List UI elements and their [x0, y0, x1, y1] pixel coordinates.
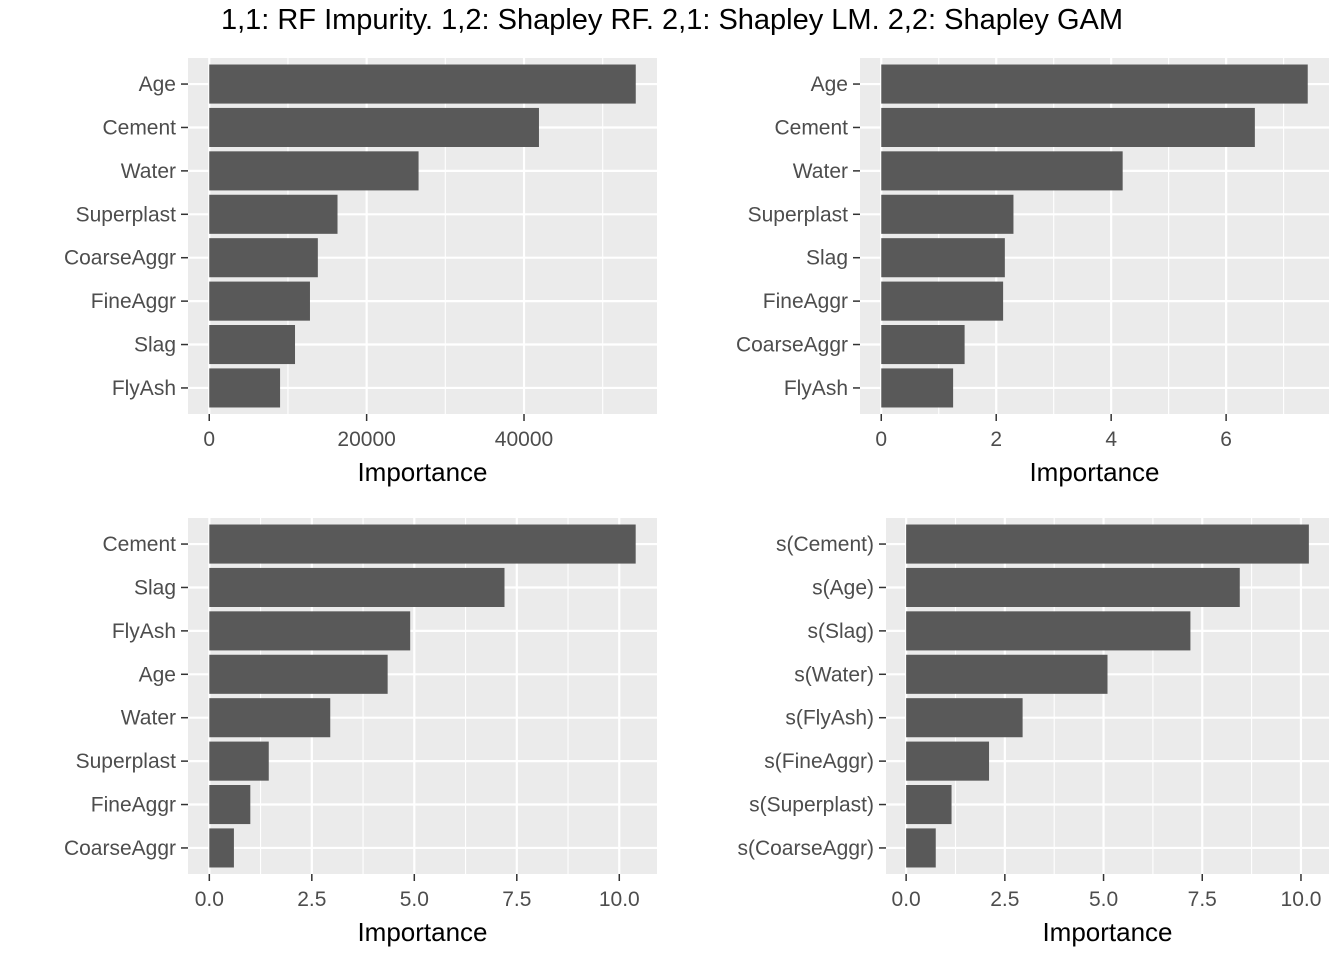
y-tick-label: s(FlyAsh)	[785, 707, 874, 730]
y-tick-label: Cement	[774, 116, 848, 139]
x-tick-label: 7.5	[502, 888, 531, 911]
bar-coarseaggr	[209, 238, 318, 278]
bar-fineaggr	[209, 281, 310, 321]
x-tick-label: 5.0	[1089, 888, 1118, 911]
y-tick-label: Water	[121, 160, 176, 183]
y-tick-label: s(Superplast)	[749, 794, 874, 817]
bar-superplast	[209, 194, 338, 234]
y-tick-label: Superplast	[76, 750, 177, 773]
bar-coarseaggr	[209, 828, 234, 868]
x-tick-label: 0	[203, 428, 215, 451]
bar-scoarseaggr	[906, 828, 936, 868]
y-tick-label: FlyAsh	[784, 377, 848, 400]
bar-scement	[906, 524, 1309, 564]
bar-coarseaggr	[881, 325, 965, 365]
y-tick-label: CoarseAggr	[736, 334, 848, 357]
x-axis-title: Importance	[357, 457, 487, 487]
chart-panel-2-1: Cement Slag FlyAsh Age Water Superplast FineAg…	[64, 518, 657, 947]
chart-panel-2-2: s(Cement) s(Age) s(Slag) s(Water) s(FlyAsh) s…	[737, 518, 1329, 947]
bar-sslag	[906, 611, 1191, 651]
bar-age	[209, 64, 636, 104]
x-axis-title: Importance	[1042, 917, 1172, 947]
x-tick-label: 10.0	[599, 888, 640, 911]
y-tick-label: Water	[793, 160, 848, 183]
y-tick-label: s(Slag)	[807, 620, 874, 643]
y-tick-label: s(Cement)	[776, 533, 874, 556]
bar-slag	[881, 238, 1005, 278]
bar-sfineaggr	[906, 741, 990, 781]
y-tick-label: s(FineAggr)	[764, 750, 874, 773]
x-tick-label: 0.0	[892, 888, 921, 911]
bar-water	[209, 698, 331, 738]
bar-age	[881, 64, 1308, 104]
y-tick-label: Water	[121, 707, 176, 730]
bar-cement	[209, 524, 636, 564]
y-tick-label: FineAggr	[91, 794, 176, 817]
y-tick-label: FlyAsh	[112, 377, 176, 400]
chart-panel-1-1: Age Cement Water Superplast CoarseAggr FineAg…	[64, 58, 657, 487]
y-tick-label: Superplast	[76, 203, 177, 226]
y-tick-label: CoarseAggr	[64, 247, 176, 270]
bar-fineaggr	[209, 785, 251, 825]
x-tick-label: 4	[1105, 428, 1117, 451]
y-tick-label: Slag	[806, 247, 848, 270]
bar-slag	[209, 567, 505, 607]
x-tick-label: 20000	[337, 428, 395, 451]
bar-flyash	[881, 368, 954, 408]
bar-fineaggr	[881, 281, 1004, 321]
y-tick-label: Age	[139, 73, 176, 96]
x-tick-label: 40000	[495, 428, 553, 451]
y-tick-label: FlyAsh	[112, 620, 176, 643]
x-tick-label: 2.5	[297, 888, 326, 911]
bar-sflyash	[906, 698, 1023, 738]
bar-cement	[881, 107, 1255, 147]
y-tick-label: Cement	[102, 533, 176, 556]
bar-flyash	[209, 611, 411, 651]
bar-flyash	[209, 368, 281, 408]
y-tick-label: Cement	[102, 116, 176, 139]
y-tick-label: s(Water)	[794, 663, 874, 686]
chart-panel-1-2: Age Cement Water Superplast Slag FineAggr Coar…	[736, 58, 1329, 487]
bar-ssuperplast	[906, 785, 952, 825]
bar-water	[209, 151, 419, 191]
y-tick-label: CoarseAggr	[64, 837, 176, 860]
bar-superplast	[209, 741, 269, 781]
x-tick-label: 0.0	[195, 888, 224, 911]
bar-water	[881, 151, 1123, 191]
y-tick-label: FineAggr	[763, 290, 848, 313]
x-tick-label: 6	[1220, 428, 1232, 451]
y-tick-label: Superplast	[748, 203, 849, 226]
y-tick-label: Slag	[134, 334, 176, 357]
bar-cement	[209, 107, 539, 147]
bar-age	[209, 654, 388, 694]
y-tick-label: FineAggr	[91, 290, 176, 313]
x-axis-title: Importance	[1029, 457, 1159, 487]
bar-swater	[906, 654, 1108, 694]
x-tick-label: 0	[875, 428, 887, 451]
y-tick-label: Age	[811, 73, 848, 96]
x-tick-label: 2	[990, 428, 1002, 451]
y-tick-label: Slag	[134, 576, 176, 599]
x-tick-label: 2.5	[990, 888, 1019, 911]
page-title: 1,1: RF Impurity. 1,2: Shapley RF. 2,1: …	[220, 4, 1124, 36]
y-tick-label: Age	[139, 663, 176, 686]
y-tick-label: s(Age)	[812, 576, 874, 599]
bar-sage	[906, 567, 1240, 607]
y-tick-label: s(CoarseAggr)	[737, 837, 874, 860]
x-axis-title: Importance	[357, 917, 487, 947]
bar-slag	[209, 325, 296, 365]
bar-superplast	[881, 194, 1014, 234]
x-tick-label: 7.5	[1188, 888, 1217, 911]
x-tick-label: 5.0	[400, 888, 429, 911]
x-tick-label: 10.0	[1281, 888, 1322, 911]
